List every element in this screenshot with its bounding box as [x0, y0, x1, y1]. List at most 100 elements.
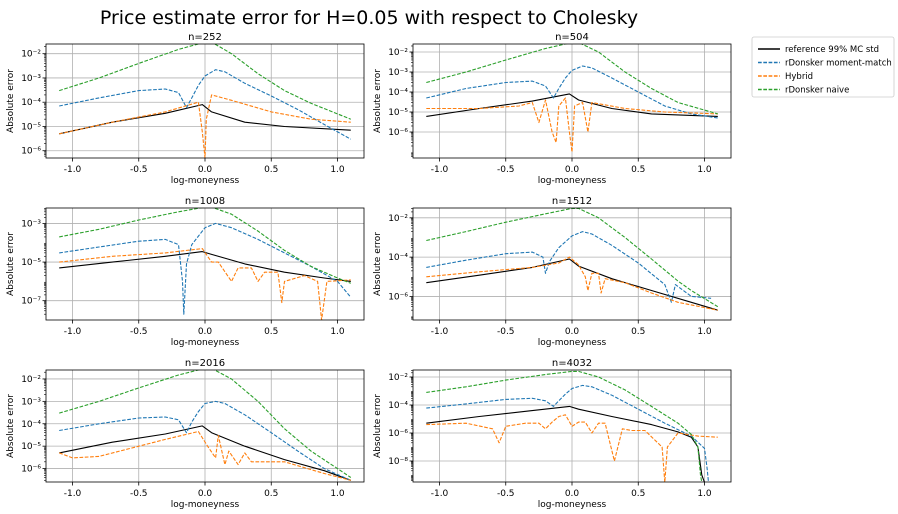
subplot-title: n=1008 — [185, 196, 225, 207]
x-tick-label: -0.5 — [497, 165, 515, 175]
series-line-rdonsker-moment-match — [426, 384, 710, 482]
x-tick-label: -1.0 — [431, 165, 449, 175]
subplot-4: -1.0 -0.5 0.0 0.5 1.0 10⁻⁶ 10⁻⁴ 10⁻² n=1512 log-m… — [373, 196, 732, 348]
legend: reference 99% MC std rDonsker moment-matc… — [751, 36, 895, 98]
y-tick-label: 10⁻² — [21, 50, 41, 60]
axes-frame — [45, 369, 365, 483]
series-line-hybrid — [59, 248, 351, 320]
series-line-rdonsker-moment-match — [59, 400, 352, 481]
y-tick-label: 10⁻⁶ — [21, 147, 41, 157]
series-group — [59, 44, 352, 158]
y-tick-label: 10⁻⁴ — [21, 420, 41, 430]
series-line-reference-99-mc-std — [59, 425, 351, 481]
x-tick-label: -1.0 — [431, 489, 449, 499]
subplot-5: -1.0 -0.5 0.0 0.5 1.0 10⁻⁶ 10⁻⁵ 10⁻⁴ 10⁻³ 10⁻² n=2… — [6, 358, 365, 510]
series-line-rdonsker-naive — [59, 208, 352, 284]
y-tick-label: 10⁻⁵ — [388, 108, 408, 118]
figure-title: Price estimate error for H=0.05 with res… — [100, 7, 638, 29]
x-tick-label: 0.5 — [631, 327, 645, 337]
subplot-title: n=2016 — [185, 358, 225, 369]
x-tick-label: 0.5 — [631, 489, 645, 499]
y-tick-label: 10⁻³ — [21, 74, 41, 84]
y-tick-label: 10⁻⁷ — [21, 297, 41, 307]
x-tick-label: 1.0 — [330, 327, 345, 337]
x-tick-label: -0.5 — [497, 327, 515, 337]
y-tick-label: 10⁻³ — [21, 397, 41, 407]
y-axis-label: Absolute error — [6, 69, 16, 133]
subplot-title: n=504 — [555, 32, 589, 43]
y-axis-label: Absolute error — [373, 232, 383, 296]
series-line-hybrid — [426, 256, 718, 311]
x-tick-label: 1.0 — [697, 165, 712, 175]
subplot-3: -1.0 -0.5 0.0 0.5 1.0 10⁻⁷ 10⁻⁵ 10⁻³ n=1008 log-m… — [6, 196, 365, 348]
series-line-reference-99-mc-std — [59, 251, 351, 282]
x-tick-label: 0.0 — [198, 327, 213, 337]
x-tick-label: 1.0 — [697, 489, 712, 499]
series-group — [426, 208, 719, 311]
y-tick-label: 10⁻⁵ — [21, 442, 41, 452]
x-tick-label: 0.0 — [565, 165, 580, 175]
series-line-reference-99-mc-std — [426, 405, 705, 482]
x-tick-label: 0.0 — [565, 327, 580, 337]
x-tick-label: -0.5 — [130, 327, 148, 337]
y-tick-label: 10⁻⁶ — [388, 128, 408, 138]
series-line-rdonsker-naive — [59, 370, 352, 478]
y-tick-label: 10⁻⁶ — [388, 429, 408, 439]
x-tick-label: 0.5 — [631, 165, 645, 175]
y-axis-label: Absolute error — [373, 69, 383, 133]
series-line-rdonsker-naive — [59, 44, 352, 120]
series-line-reference-99-mc-std — [426, 93, 718, 117]
axes-frame — [412, 369, 732, 483]
subplot-6: -1.0 -0.5 0.0 0.5 1.0 10⁻⁸ 10⁻⁶ 10⁻⁴ 10⁻² n=4032 l… — [373, 358, 732, 510]
x-axis-label: log-moneyness — [171, 338, 240, 348]
x-tick-label: -0.5 — [130, 165, 148, 175]
series-line-hybrid — [59, 430, 351, 481]
y-tick-label: 10⁻³ — [388, 68, 408, 78]
x-tick-label: 1.0 — [330, 165, 345, 175]
x-tick-label: 0.0 — [198, 165, 213, 175]
subplot-2: -1.0 -0.5 0.0 0.5 1.0 10⁻⁶ 10⁻⁵ 10⁻⁴ 10⁻³ 10⁻² n=5… — [373, 32, 732, 186]
series-line-rdonsker-moment-match — [59, 222, 352, 315]
y-axis-label: Absolute error — [6, 394, 16, 458]
y-tick-label: 10⁻⁵ — [21, 258, 41, 268]
x-axis-label: log-moneyness — [538, 176, 607, 186]
x-tick-label: 1.0 — [330, 489, 345, 499]
series-line-hybrid — [426, 97, 718, 153]
x-tick-label: -1.0 — [431, 327, 449, 337]
series-line-rdonsker-naive — [426, 208, 719, 308]
x-tick-label: -1.0 — [64, 327, 82, 337]
x-axis-label: log-moneyness — [171, 176, 240, 186]
axes-frame — [412, 207, 732, 321]
x-tick-label: 0.5 — [264, 489, 278, 499]
x-tick-label: 0.0 — [198, 489, 213, 499]
y-tick-label: 10⁻² — [388, 373, 408, 383]
subplot-title: n=4032 — [552, 358, 592, 369]
series-line-rdonsker-naive — [426, 370, 703, 482]
y-tick-label: 10⁻² — [388, 48, 408, 58]
legend-label: rDonsker moment-match — [785, 59, 892, 69]
x-tick-label: -1.0 — [64, 489, 82, 499]
y-tick-label: 10⁻⁶ — [388, 292, 408, 302]
y-tick-label: 10⁻⁶ — [21, 465, 41, 475]
y-axis-label: Absolute error — [6, 232, 16, 296]
series-group — [426, 44, 718, 153]
y-tick-label: 10⁻⁴ — [21, 98, 41, 108]
series-group — [59, 370, 352, 481]
series-line-rdonsker-moment-match — [426, 65, 718, 119]
x-tick-label: -1.0 — [64, 165, 82, 175]
subplot-grid: -1.0 -0.5 0.0 0.5 1.0 10⁻⁶ 10⁻⁵ 10⁻⁴ 10⁻³ 10⁻² n=2… — [6, 32, 732, 510]
series-line-reference-99-mc-std — [59, 104, 351, 135]
x-tick-label: 0.5 — [264, 327, 278, 337]
legend-frame — [751, 36, 895, 98]
y-axis-label: Absolute error — [373, 394, 383, 458]
x-tick-label: 0.0 — [565, 489, 580, 499]
y-tick-label: 10⁻² — [388, 214, 408, 224]
legend-label: Hybrid — [785, 72, 813, 82]
y-tick-label: 10⁻³ — [21, 219, 41, 229]
y-tick-label: 10⁻⁸ — [388, 457, 408, 467]
series-line-rdonsker-moment-match — [426, 231, 712, 303]
subplot-1: -1.0 -0.5 0.0 0.5 1.0 10⁻⁶ 10⁻⁵ 10⁻⁴ 10⁻³ 10⁻² n=2… — [6, 32, 365, 186]
series-line-hybrid — [59, 94, 351, 158]
axes-frame — [45, 43, 365, 159]
